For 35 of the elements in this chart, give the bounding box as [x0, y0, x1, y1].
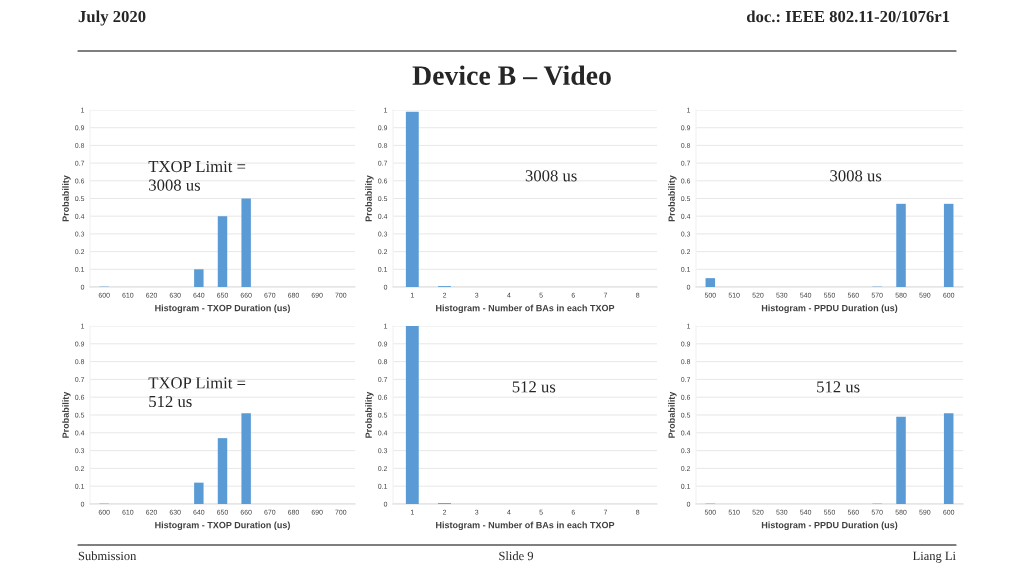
y-axis-title: Probability [668, 391, 677, 438]
y-axis-title: Probability [365, 175, 374, 222]
bar [241, 413, 251, 504]
bar [217, 438, 228, 504]
annotation: 3008 us [525, 170, 577, 182]
x-axis-title: Histogram - TXOP Duration (us) [155, 521, 290, 531]
annotation: 3008 us [830, 170, 882, 182]
x-axis-title: Histogram - PPDU Duration (us) [761, 521, 898, 531]
bar [896, 203, 906, 287]
bar [217, 216, 228, 287]
bar [943, 203, 954, 287]
annotation: 512 us [817, 381, 860, 393]
annotation: 512 us [512, 381, 556, 393]
text: doc.: IEEE 802.11-20/1076r1 [746, 10, 950, 23]
annotation: TXOP Limit = 3008 us [148, 160, 246, 191]
bar [943, 413, 954, 504]
text: Liang Li [912, 551, 956, 563]
x-axis-title: Histogram - Number of BAs in each TXOP [436, 304, 615, 314]
annotation: TXOP Limit = 512 us [148, 377, 246, 408]
text: Submission [78, 551, 137, 561]
x-axis-title: Histogram - Number of BAs in each TXOP [436, 521, 615, 531]
bar [705, 278, 716, 287]
y-axis-title: Probability [668, 175, 677, 222]
y-axis-title: Probability [365, 391, 374, 438]
x-axis-title: Histogram - PPDU Duration (us) [761, 304, 898, 314]
y-axis-title: Probability [62, 391, 71, 438]
text: Device B – Video [412, 65, 611, 86]
x-axis-title: Histogram - TXOP Duration (us) [155, 304, 290, 314]
bar [896, 416, 906, 504]
text: Slide 9 [499, 551, 534, 561]
bar [241, 198, 251, 287]
bar [194, 269, 204, 287]
text: July 2020 [78, 10, 146, 26]
y-axis-title: Probability [62, 175, 71, 222]
bar [194, 482, 204, 504]
